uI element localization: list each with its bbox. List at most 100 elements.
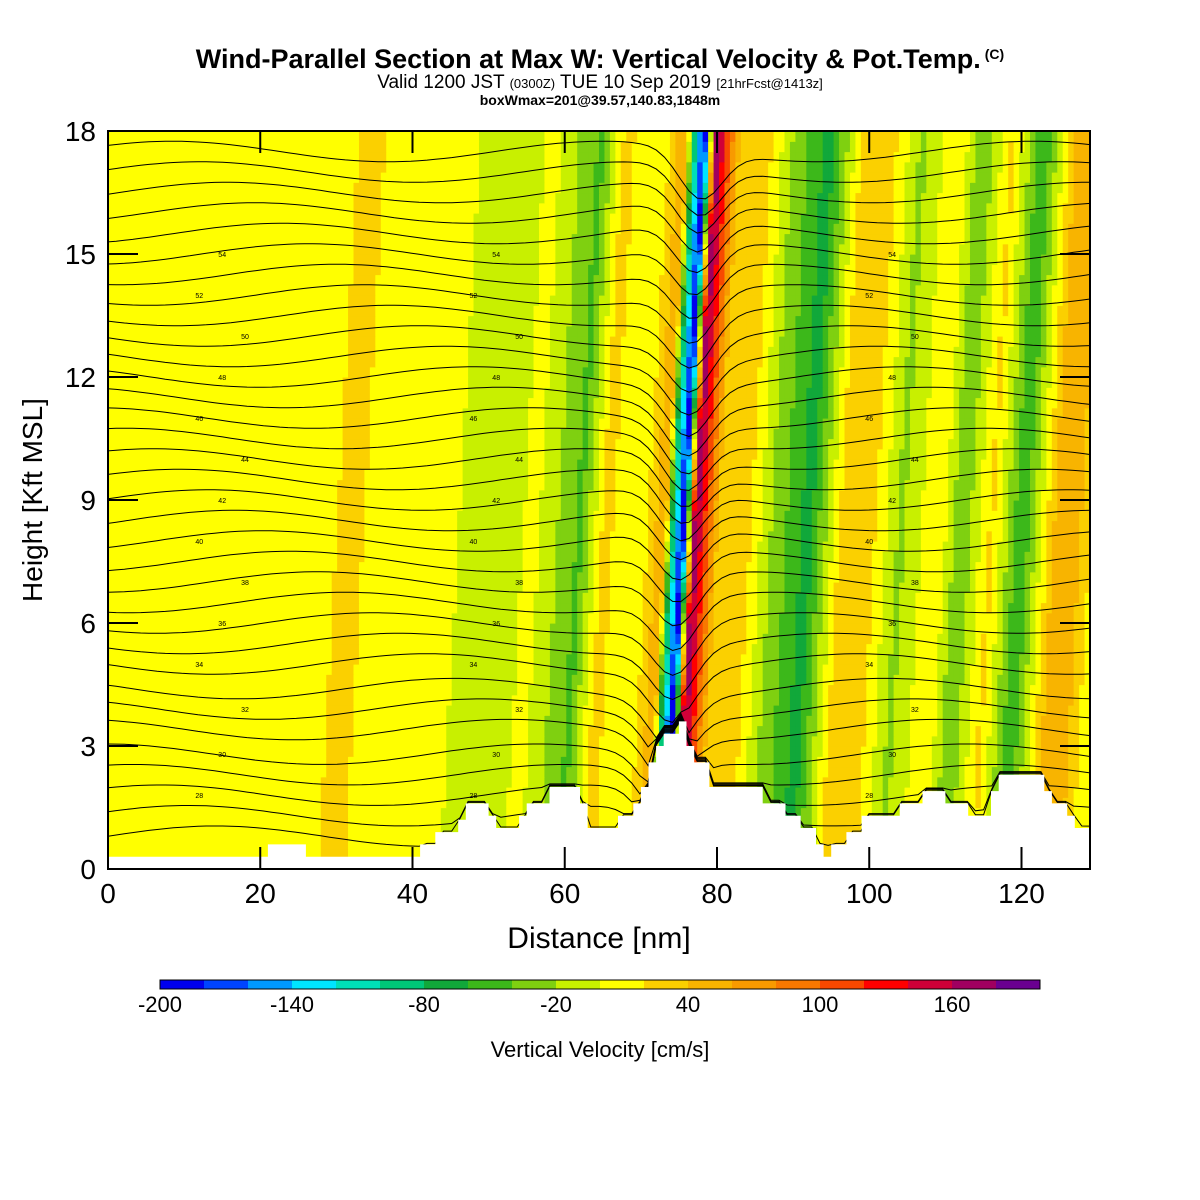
velocity-cell (446, 756, 453, 768)
velocity-cell (195, 817, 202, 829)
velocity-cell (266, 694, 273, 706)
velocity-cell (386, 633, 393, 645)
velocity-cell (195, 705, 202, 716)
velocity-cell (118, 684, 125, 696)
velocity-cell (1068, 705, 1075, 716)
velocity-cell (217, 694, 224, 706)
velocity-cell (997, 674, 1004, 686)
velocity-cell (195, 664, 202, 675)
velocity-cell (511, 756, 518, 768)
velocity-cell (620, 612, 627, 624)
velocity-cell (391, 735, 398, 747)
velocity-cell (560, 653, 567, 665)
velocity-cell (615, 684, 622, 696)
velocity-cell (920, 776, 927, 788)
velocity-cell (566, 746, 573, 757)
velocity-cell (811, 633, 818, 645)
velocity-cell (784, 735, 791, 747)
velocity-cell (140, 582, 147, 593)
velocity-cell (746, 684, 753, 696)
velocity-cell (675, 633, 682, 645)
velocity-cell (282, 715, 289, 727)
velocity-cell (1040, 664, 1047, 675)
velocity-cell (844, 807, 851, 819)
velocity-cell (522, 776, 529, 788)
velocity-cell (1040, 715, 1047, 727)
velocity-cell (446, 705, 453, 716)
velocity-cell (1040, 705, 1047, 716)
velocity-cell (129, 746, 136, 757)
velocity-cell (697, 633, 704, 645)
velocity-cell (457, 787, 464, 798)
velocity-cell (582, 715, 589, 727)
velocity-cell (855, 602, 862, 614)
velocity-cell (271, 766, 278, 778)
velocity-cell (713, 684, 720, 696)
velocity-cell (1057, 725, 1064, 737)
velocity-cell (593, 653, 600, 665)
velocity-cell (599, 797, 606, 809)
velocity-cell (249, 807, 256, 819)
velocity-cell (659, 715, 666, 727)
velocity-cell (702, 664, 709, 675)
velocity-cell (162, 653, 169, 665)
velocity-cell (238, 612, 245, 624)
velocity-cell (588, 633, 595, 645)
velocity-cell (789, 787, 796, 798)
velocity-cell (566, 715, 573, 727)
velocity-cell (768, 705, 775, 716)
velocity-cell (446, 797, 453, 809)
velocity-cell (369, 766, 376, 778)
velocity-cell (713, 602, 720, 614)
velocity-cell (162, 766, 169, 778)
velocity-cell (653, 602, 660, 614)
velocity-cell (413, 828, 420, 839)
velocity-cell (626, 684, 633, 696)
velocity-cell (713, 715, 720, 727)
velocity-cell (168, 807, 175, 819)
velocity-cell (1079, 817, 1086, 829)
velocity-cell (588, 705, 595, 716)
velocity-cell (942, 705, 949, 716)
velocity-cell (146, 643, 153, 655)
velocity-cell (926, 592, 933, 604)
velocity-cell (549, 592, 556, 604)
velocity-cell (773, 643, 780, 655)
velocity-cell (255, 715, 262, 727)
velocity-cell (538, 612, 546, 624)
velocity-cell (255, 797, 262, 809)
velocity-cell (866, 664, 873, 675)
velocity-cell (871, 602, 878, 614)
velocity-cell (1029, 612, 1037, 624)
velocity-cell (724, 602, 731, 614)
velocity-cell (811, 756, 818, 768)
velocity-cell (675, 623, 682, 634)
velocity-cell (659, 582, 666, 593)
velocity-cell (358, 633, 366, 645)
velocity-cell (146, 602, 153, 614)
velocity-cell (789, 674, 796, 686)
velocity-cell (719, 735, 726, 747)
velocity-cell (980, 653, 987, 665)
velocity-cell (129, 582, 136, 593)
velocity-cell (844, 633, 851, 645)
velocity-cell (615, 787, 622, 798)
velocity-cell (588, 592, 595, 604)
velocity-cell (986, 756, 993, 768)
velocity-cell (413, 746, 420, 757)
velocity-cell (478, 653, 486, 665)
velocity-cell (593, 807, 600, 819)
velocity-cell (189, 694, 196, 706)
velocity-cell (615, 653, 622, 665)
velocity-cell (1084, 602, 1090, 614)
velocity-cell (200, 684, 207, 696)
velocity-cell (931, 776, 938, 788)
velocity-cell (484, 623, 491, 634)
velocity-cell (888, 705, 895, 716)
velocity-cell (702, 643, 709, 655)
velocity-cell (784, 664, 791, 675)
velocity-cell (506, 715, 513, 727)
velocity-cell (495, 705, 502, 716)
velocity-cell (986, 643, 993, 655)
velocity-cell (358, 776, 366, 788)
